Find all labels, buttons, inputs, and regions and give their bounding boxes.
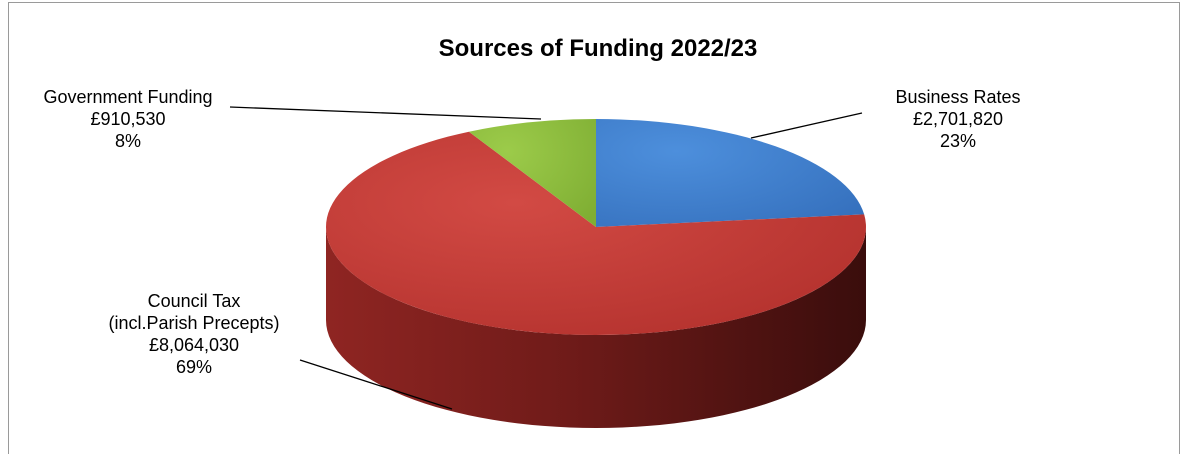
label-line: £8,064,030 — [149, 335, 239, 355]
side-council-tax-incl-parish-precepts — [326, 227, 866, 428]
slice-government-funding — [468, 119, 596, 227]
leader-business-rates — [750, 112, 863, 139]
label-line: £2,701,820 — [913, 109, 1003, 129]
label-line: 23% — [940, 131, 976, 151]
leader-government-funding — [229, 106, 542, 120]
data-labels: Business Rates £2,701,820 23% Council Tax (i… — [43, 87, 1020, 377]
leader-lines — [229, 106, 863, 410]
slice-council-tax-incl-parish-precepts — [325, 131, 866, 335]
label-line: Council Tax — [148, 291, 241, 311]
pie-slices — [325, 119, 866, 335]
label-line: 69% — [176, 357, 212, 377]
leader-council-tax-incl-parish-precepts — [299, 359, 453, 410]
label-line: (incl.Parish Precepts) — [108, 313, 279, 333]
label-line: £910,530 — [90, 109, 165, 129]
chart-title: Sources of Funding 2022/23 — [439, 35, 758, 62]
label-line: Government Funding — [43, 87, 212, 107]
label-line: 8% — [115, 131, 141, 151]
pie-3d-side — [326, 227, 866, 428]
label-government-funding: Government Funding £910,530 8% — [43, 87, 212, 151]
label-council-tax-incl-parish-precepts: Council Tax (incl.Parish Precepts) £8,064,… — [108, 291, 279, 377]
slice-business-rates — [596, 119, 865, 227]
label-business-rates: Business Rates £2,701,820 23% — [895, 87, 1020, 151]
label-line: Business Rates — [895, 87, 1020, 107]
